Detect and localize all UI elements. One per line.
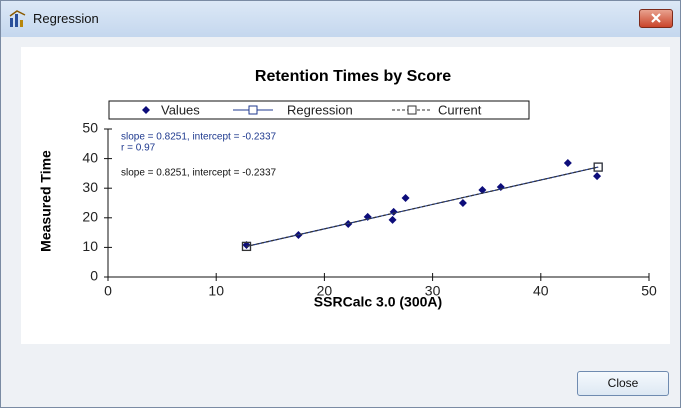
legend-label: Values xyxy=(161,102,200,117)
point xyxy=(388,215,397,224)
point xyxy=(478,185,487,194)
annotation: slope = 0.8251, intercept = -0.2337 xyxy=(121,132,277,143)
chart-panel xyxy=(21,47,670,344)
point xyxy=(458,199,467,207)
x-tick-label: 20 xyxy=(317,283,333,299)
legend-label: Regression xyxy=(287,102,353,117)
point xyxy=(401,193,410,202)
x-tick-label: 10 xyxy=(208,283,224,299)
close-button[interactable]: Close xyxy=(577,371,669,396)
point xyxy=(593,162,603,172)
y-axis-label: Measured Time xyxy=(38,150,54,252)
annotation: slope = 0.8251, intercept = -0.2337 xyxy=(121,168,277,179)
legend xyxy=(108,100,530,120)
title-bar: Regression xyxy=(1,1,680,37)
legend-marker xyxy=(142,106,150,114)
x-axis-label: SSRCalc 3.0 (300A) xyxy=(314,294,442,310)
annotation: r = 0.97 xyxy=(121,143,156,154)
x-tick-label: 40 xyxy=(533,283,549,299)
y-tick-label: 0 xyxy=(90,268,98,284)
y-tick-label: 40 xyxy=(82,149,98,165)
point xyxy=(563,159,572,168)
legend-label: Current xyxy=(438,102,482,117)
x-tick-label: 50 xyxy=(641,283,657,299)
close-glyph xyxy=(651,13,661,23)
point xyxy=(389,207,398,216)
point xyxy=(593,172,602,181)
y-tick-label: 20 xyxy=(82,209,98,225)
x-tick-label: 30 xyxy=(425,283,441,299)
legend-marker xyxy=(248,105,258,115)
legend-marker xyxy=(407,105,417,115)
app-icon xyxy=(9,10,26,27)
point xyxy=(241,241,252,252)
window-title: Regression xyxy=(33,11,99,26)
window-close[interactable] xyxy=(639,9,673,28)
y-tick-label: 10 xyxy=(82,238,98,254)
point xyxy=(242,241,251,250)
chart-title: Retention Times by Score xyxy=(255,68,451,85)
y-tick-label: 50 xyxy=(82,120,98,136)
x-tick-label: 0 xyxy=(104,283,112,299)
series-line xyxy=(246,166,599,248)
y-tick-label: 30 xyxy=(82,179,98,195)
